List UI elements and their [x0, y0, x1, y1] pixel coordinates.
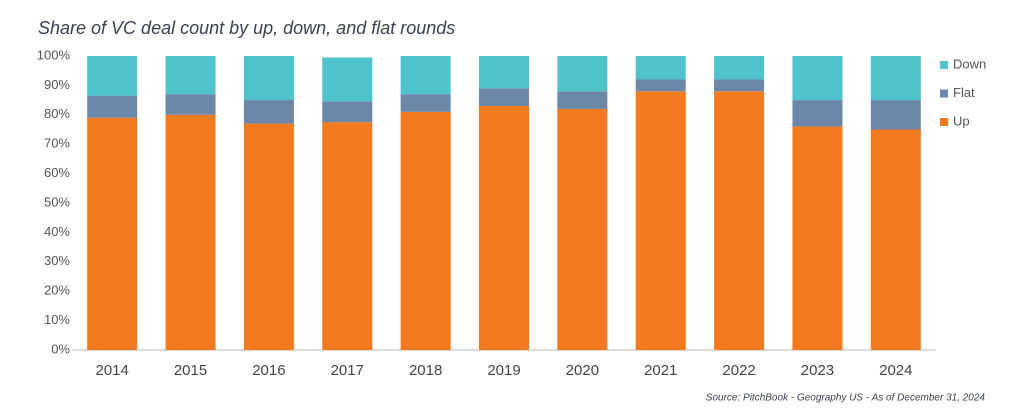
bar-segment: [792, 56, 843, 101]
x-tick-label: 2014: [95, 362, 128, 379]
y-tick-label: 20%: [44, 283, 70, 298]
bar-segment: [400, 94, 451, 112]
bar-segment: [792, 126, 843, 350]
bar-segment: [870, 56, 921, 101]
legend-label: Flat: [953, 85, 975, 100]
legend-swatch: [940, 61, 948, 69]
x-tick-label: 2023: [801, 362, 834, 379]
bar-segment: [792, 100, 843, 127]
y-tick-label: 60%: [44, 165, 70, 180]
bar-segment: [479, 88, 529, 106]
bar-segment: [557, 108, 608, 350]
bar-segment: [557, 91, 608, 109]
bar-segment: [165, 114, 216, 350]
legend-swatch: [940, 118, 948, 126]
y-tick-label: 30%: [44, 253, 70, 268]
legend-label: Down: [953, 56, 986, 71]
x-tick-label: 2021: [644, 362, 677, 379]
bar-segment: [322, 101, 373, 123]
y-tick-label: 80%: [44, 106, 70, 121]
bar-segment: [870, 129, 921, 350]
y-tick-label: 70%: [44, 136, 70, 151]
x-tick-label: 2018: [409, 362, 442, 379]
bar-segment: [714, 79, 765, 92]
bar-segment: [714, 56, 765, 80]
x-tick-label: 2022: [722, 362, 755, 379]
bar-segment: [635, 56, 686, 80]
bar-segment: [87, 117, 138, 351]
chart-title: Share of VC deal count by up, down, and …: [38, 18, 455, 38]
bar-segment: [243, 56, 294, 101]
y-tick-label: 90%: [44, 77, 70, 92]
y-tick-label: 100%: [37, 47, 71, 62]
x-tick-label: 2017: [331, 362, 364, 379]
x-tick-label: 2024: [879, 362, 912, 379]
bar-segment: [165, 94, 216, 115]
bar-segment: [243, 100, 294, 124]
bar-segment: [322, 122, 373, 351]
y-tick-label: 0%: [51, 341, 70, 356]
legend-label: Up: [953, 113, 970, 128]
bar-segment: [635, 79, 686, 92]
bar-segment: [400, 111, 451, 350]
x-tick-label: 2020: [566, 362, 599, 379]
bar-segment: [165, 56, 216, 95]
legend-swatch: [940, 89, 948, 98]
bar-segment: [400, 56, 451, 95]
bar-segment: [87, 95, 138, 118]
bar-segment: [479, 105, 529, 350]
x-tick-label: 2015: [174, 362, 207, 379]
bar-segment: [635, 91, 686, 350]
bar-segment: [322, 57, 373, 102]
bar-segment: [870, 100, 921, 130]
bar-segment: [714, 91, 765, 350]
bar-segment: [87, 56, 138, 96]
x-tick-label: 2019: [487, 362, 520, 379]
y-tick-label: 10%: [44, 312, 70, 327]
y-tick-label: 40%: [44, 224, 70, 239]
bar-segment: [557, 56, 608, 92]
bar-segment: [479, 56, 529, 89]
bar-segment: [243, 123, 294, 351]
source-note: Source: PitchBook - Geography US - As of…: [706, 393, 986, 404]
y-tick-label: 50%: [44, 194, 70, 209]
x-tick-label: 2016: [252, 362, 285, 379]
